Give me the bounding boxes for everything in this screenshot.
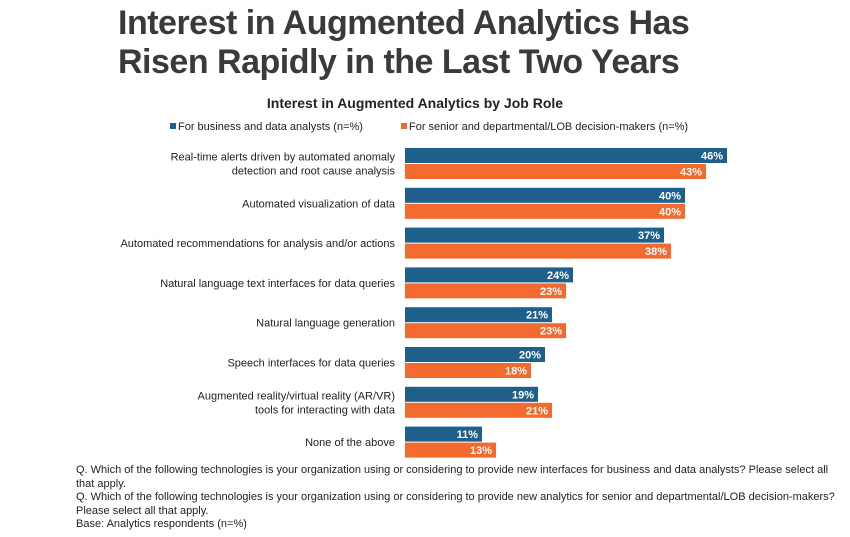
data-label: 46% bbox=[701, 151, 723, 163]
bar-series-2 bbox=[405, 164, 706, 179]
bar-series-2 bbox=[405, 203, 685, 219]
chart-title: Interest in Augmented Analytics by Job R… bbox=[267, 95, 563, 111]
category-label: detection and root cause analysis bbox=[232, 166, 396, 178]
bar-series-2 bbox=[405, 243, 671, 259]
category-label: Speech interfaces for data queries bbox=[227, 358, 395, 370]
data-label: 23% bbox=[540, 286, 562, 298]
data-label: 40% bbox=[659, 190, 681, 202]
legend-label-1: For business and data analysts (n=%) bbox=[178, 121, 363, 133]
legend-swatch-1 bbox=[170, 123, 176, 129]
data-label: 13% bbox=[470, 445, 492, 457]
footnotes: Q. Which of the following technologies i… bbox=[76, 464, 836, 532]
data-label: 38% bbox=[645, 246, 667, 258]
data-label: 23% bbox=[540, 326, 562, 338]
bar-series-1 bbox=[405, 426, 482, 442]
legend-swatch-2 bbox=[401, 123, 407, 129]
footnote-question-1: Q. Which of the following technologies i… bbox=[76, 464, 829, 490]
data-label: 18% bbox=[505, 366, 527, 378]
data-label: 19% bbox=[512, 389, 534, 401]
bar-series-2 bbox=[405, 402, 552, 418]
bar-series-2 bbox=[405, 323, 566, 339]
data-label: 11% bbox=[457, 429, 479, 441]
category-label: Automated recommendations for analysis a… bbox=[120, 238, 395, 250]
category-label: tools for interacting with data bbox=[255, 404, 396, 416]
category-label: Augmented reality/virtual reality (AR/VR… bbox=[198, 390, 395, 402]
headline-line-2: Risen Rapidly in the Last Two Years bbox=[118, 43, 680, 81]
category-label: Natural language text interfaces for dat… bbox=[160, 278, 395, 290]
bar-series-1 bbox=[405, 386, 538, 402]
footnote-question-2: Q. Which of the following technologies i… bbox=[76, 491, 835, 517]
bar-series-1 bbox=[405, 227, 664, 243]
data-label: 40% bbox=[659, 206, 681, 218]
category-label: None of the above bbox=[305, 437, 395, 449]
data-label: 21% bbox=[526, 310, 548, 322]
data-label: 20% bbox=[519, 350, 541, 362]
bar-series-2 bbox=[405, 442, 496, 458]
legend: For business and data analysts (n=%) For … bbox=[170, 121, 688, 133]
data-label: 24% bbox=[547, 270, 569, 282]
legend-label-2: For senior and departmental/LOB decision… bbox=[409, 121, 688, 133]
bar-series-1 bbox=[405, 148, 727, 163]
bar-series-1 bbox=[405, 267, 573, 283]
bar-series-1 bbox=[405, 307, 552, 323]
headline-line-1: Interest in Augmented Analytics Has bbox=[118, 4, 690, 42]
bar-series-1 bbox=[405, 187, 685, 203]
bars: Real-time alerts driven by automated ano… bbox=[120, 148, 727, 458]
data-label: 37% bbox=[638, 230, 660, 242]
category-label: Natural language generation bbox=[256, 318, 395, 330]
data-label: 43% bbox=[680, 167, 702, 179]
footnote-base: Base: Analytics respondents (n=%) bbox=[76, 518, 247, 531]
category-label: Automated visualization of data bbox=[242, 198, 396, 210]
data-label: 21% bbox=[526, 405, 548, 417]
category-label: Real-time alerts driven by automated ano… bbox=[171, 152, 396, 164]
bar-series-1 bbox=[405, 347, 545, 362]
bar-series-2 bbox=[405, 363, 531, 378]
headline: Interest in Augmented Analytics Has Rise… bbox=[118, 4, 690, 82]
bar-series-2 bbox=[405, 283, 566, 299]
